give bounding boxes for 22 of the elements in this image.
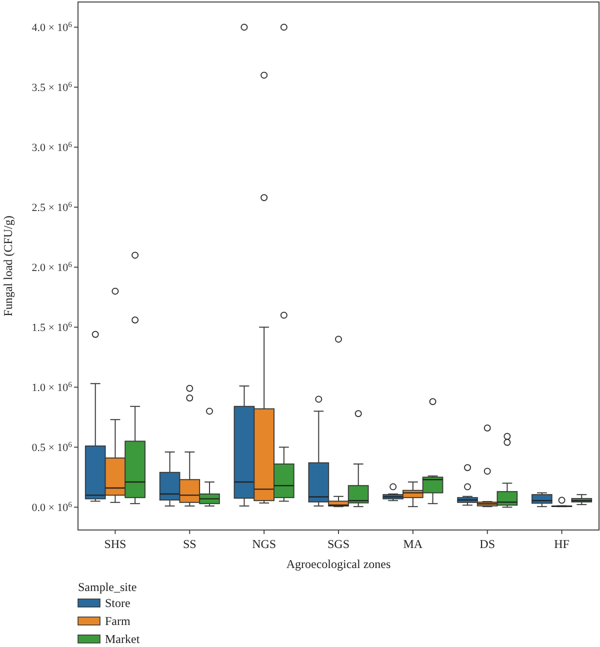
x-axis-title: Agroecological zones bbox=[286, 557, 391, 571]
y-tick-label: 2.5 × 10$^{6}$ bbox=[32, 200, 72, 214]
y-tick-label: 1.0 × 10$^{6}$ bbox=[32, 380, 72, 394]
y-tick-label: 3.5 × 10$^{6}$ bbox=[32, 80, 72, 94]
y-tick-label: 2.0 × 10$^{6}$ bbox=[32, 260, 72, 274]
x-tick-label: NGS bbox=[252, 537, 276, 551]
x-tick-label: SGS bbox=[327, 537, 350, 551]
y-tick-label: 3.0 × 10$^{6}$ bbox=[32, 140, 72, 154]
x-tick-label: SHS bbox=[104, 537, 126, 551]
y-axis-title: Fungal load (CFU/g) bbox=[1, 216, 15, 316]
legend-label: Store bbox=[105, 596, 130, 610]
legend-title: Sample_site bbox=[78, 580, 137, 594]
x-tick-label: DS bbox=[480, 537, 496, 551]
x-tick-label: HF bbox=[554, 537, 570, 551]
x-tick-label: SS bbox=[182, 537, 196, 551]
legend-label: Market bbox=[105, 632, 140, 646]
y-tick-label: 0.0 × 10$^{6}$ bbox=[32, 500, 72, 514]
x-tick-label: MA bbox=[403, 537, 423, 551]
legend-label: Farm bbox=[105, 614, 131, 628]
y-tick-label: 1.5 × 10$^{6}$ bbox=[32, 320, 72, 334]
y-tick-label: 4.0 × 10$^{6}$ bbox=[32, 20, 72, 34]
y-tick-label: 0.5 × 10$^{6}$ bbox=[32, 440, 72, 454]
